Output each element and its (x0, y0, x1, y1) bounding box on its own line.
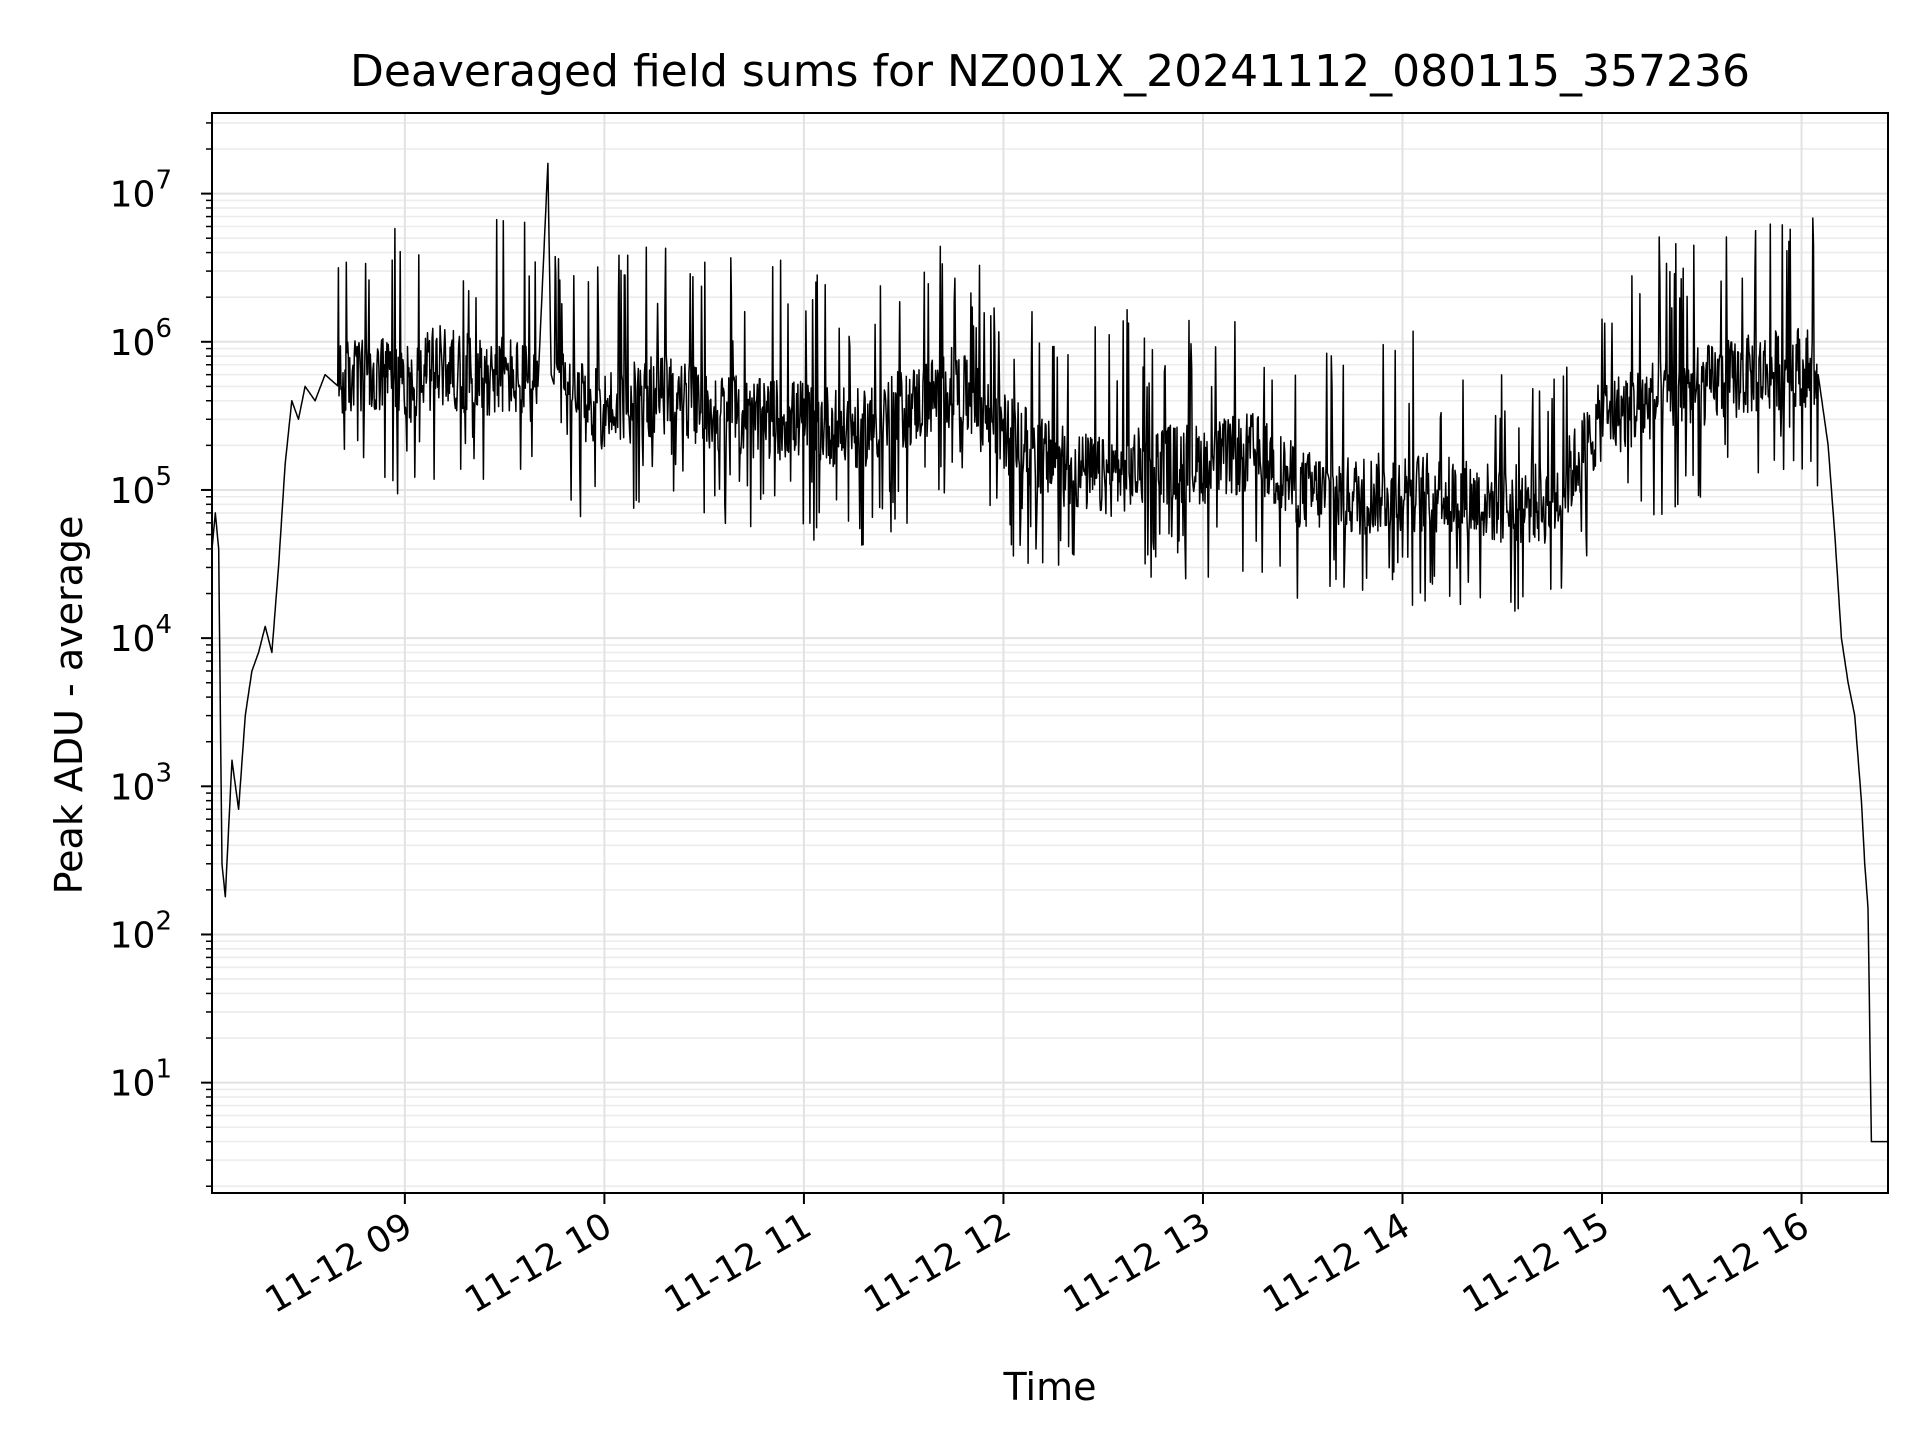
y-tick-label: 104 (110, 610, 172, 660)
y-tick-label: 106 (110, 314, 172, 364)
y-axis-ticks: 101 102 103 104 105 106 107 (110, 122, 212, 1187)
chart-title: Deaveraged field sums for NZ001X_2024111… (350, 46, 1750, 97)
y-axis-label: Peak ADU - average (47, 516, 91, 895)
y-tick-label: 105 (110, 462, 172, 512)
y-tick-label: 107 (110, 166, 172, 216)
x-axis-label: Time (1003, 1365, 1097, 1409)
series-line (211, 162, 1889, 1143)
y-tick-label: 103 (110, 758, 172, 808)
y-tick-label: 101 (110, 1055, 172, 1105)
grid-layer (212, 113, 1888, 1193)
series-layer (211, 162, 1889, 1143)
y-tick-label: 102 (110, 906, 172, 956)
